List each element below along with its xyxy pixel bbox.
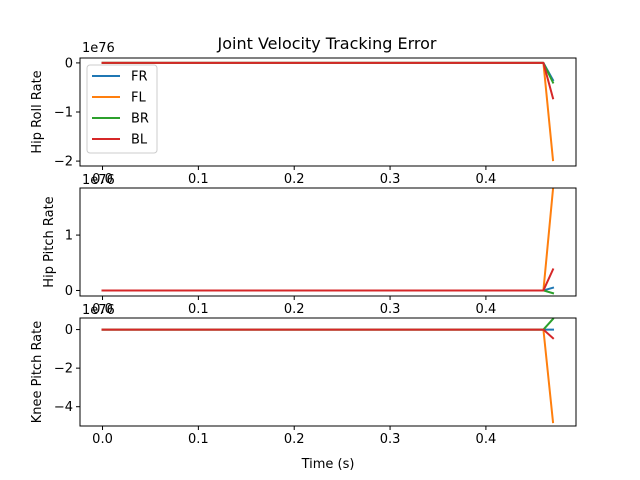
series-line-fl	[101, 188, 555, 292]
y-tick-label: −2	[54, 155, 73, 170]
axes-frame	[79, 57, 577, 167]
y-tick-label: 0	[65, 56, 73, 71]
series-line-fr	[101, 61, 555, 82]
legend-label-br: BR	[131, 112, 149, 127]
series-line-br	[101, 61, 555, 84]
x-tick-label: 0.3	[380, 432, 401, 447]
x-tick-label: 0.4	[476, 172, 497, 187]
x-tick-label: 0.0	[92, 302, 113, 317]
x-tick-label: 0.1	[188, 302, 209, 317]
legend-frame	[86, 64, 158, 154]
legend: FR FL BR BL	[86, 64, 158, 154]
y-tick-label: −2	[54, 362, 73, 377]
x-tick-label: 0.2	[284, 432, 305, 447]
x-tick-label: 0.4	[476, 432, 497, 447]
x-tick-label: 0.3	[380, 172, 401, 187]
x-tick-label: 0.2	[284, 302, 305, 317]
x-tick-label: 0.2	[284, 172, 305, 187]
subplot-hip-roll: 1e76 Hip Roll Rate 0.0 0.1 0.2 0.3 0.4 0 −1 −2	[30, 41, 577, 187]
series-line-bl	[101, 61, 555, 100]
y-axis-label: Hip Pitch Rate	[42, 196, 57, 287]
offset-text: 1e76	[82, 173, 115, 188]
x-tick-label: 0.1	[188, 172, 209, 187]
chart-title: Joint Velocity Tracking Error	[217, 34, 437, 53]
series-line-fl	[101, 61, 555, 162]
x-tick-label: 0.1	[188, 432, 209, 447]
x-tick-label: 0.3	[380, 302, 401, 317]
y-tick-label: 1	[65, 229, 73, 244]
offset-text: 1e76	[82, 41, 115, 56]
series-line-bl	[101, 268, 555, 292]
y-tick-label: −4	[54, 400, 73, 415]
x-tick-label: 0.0	[92, 432, 113, 447]
series-line-fl	[101, 328, 555, 424]
legend-label-bl: BL	[131, 133, 148, 148]
y-tick-label: −1	[54, 106, 73, 121]
axes-frame	[79, 317, 577, 427]
y-axis-label: Hip Roll Rate	[30, 70, 45, 153]
series-line-bl	[101, 328, 555, 340]
y-tick-label: 0	[65, 323, 73, 338]
x-axis-label: Time (s)	[301, 457, 355, 472]
subplot-hip-pitch: 1e76 Hip Pitch Rate 0.0 0.1 0.2 0.3 0.4 0 1	[42, 173, 577, 317]
x-tick-label: 0.0	[92, 172, 113, 187]
series-line-br	[101, 317, 555, 331]
x-tick-label: 0.4	[476, 302, 497, 317]
axes-frame	[79, 187, 577, 297]
subplot-knee-pitch: 1e76 Knee Pitch Rate 0.0 0.1 0.2 0.3 0.4 0 −2 −…	[30, 303, 577, 447]
legend-label-fl: FL	[131, 91, 146, 106]
y-axis-label: Knee Pitch Rate	[30, 321, 45, 423]
offset-text: 1e76	[82, 303, 115, 318]
y-tick-label: 0	[65, 284, 73, 299]
legend-label-fr: FR	[131, 70, 148, 85]
